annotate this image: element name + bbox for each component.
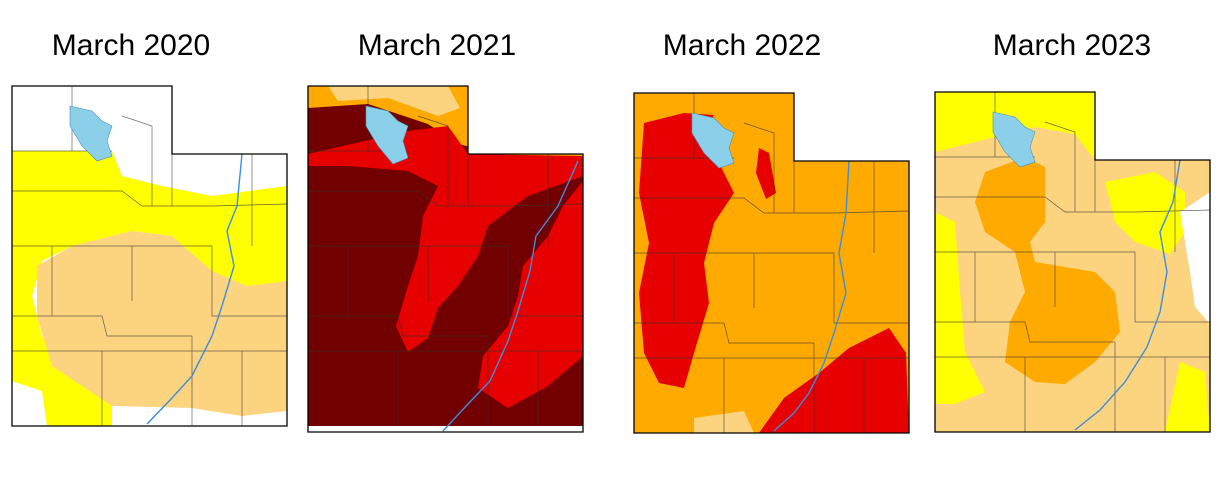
extreme-drought [308, 126, 583, 352]
river [773, 160, 850, 432]
no-drought [1180, 192, 1210, 324]
map-2023 [934, 91, 1211, 433]
drought-areas [308, 86, 583, 426]
drought-areas [634, 93, 909, 433]
no-drought [12, 381, 47, 426]
abnormally-dry [1105, 172, 1185, 254]
extreme-drought [759, 328, 909, 433]
river [146, 153, 243, 425]
map-title: March 2021 [358, 29, 516, 62]
river [442, 160, 579, 432]
abnormally-dry [1165, 362, 1210, 432]
river [1074, 159, 1181, 431]
extreme-drought [639, 113, 734, 388]
severe-drought [975, 157, 1120, 384]
map-2021 [307, 85, 584, 433]
moderate-drought [328, 86, 460, 116]
map-title: March 2022 [663, 29, 821, 62]
drought-areas [935, 92, 1210, 432]
map-2020 [11, 85, 288, 427]
abnormally-dry [935, 212, 985, 404]
state-outline [934, 91, 1211, 433]
state-outline [307, 85, 584, 433]
map-2022 [633, 92, 910, 434]
abnormally-dry [12, 151, 287, 426]
extreme-drought [756, 148, 776, 199]
map-title: March 2023 [993, 29, 1151, 62]
great-salt-lake [992, 111, 1036, 168]
state-outline [633, 92, 910, 434]
drought-areas [12, 86, 287, 426]
great-salt-lake [365, 105, 409, 165]
great-salt-lake [691, 112, 735, 169]
map-title: March 2020 [52, 29, 210, 62]
great-salt-lake [69, 105, 113, 162]
state-outline [11, 85, 288, 427]
moderate-drought [37, 231, 287, 416]
